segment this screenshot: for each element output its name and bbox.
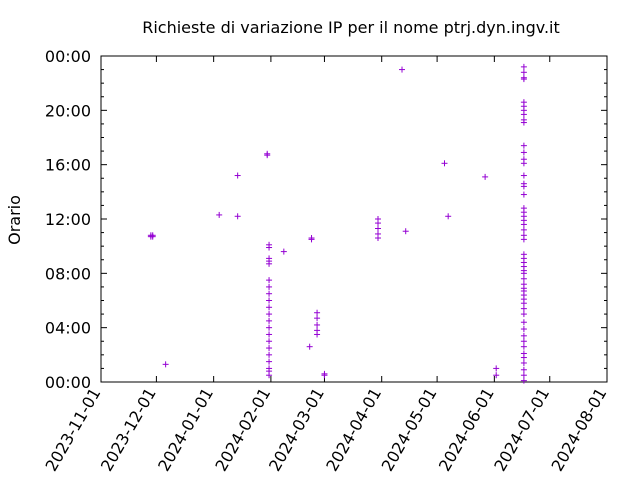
- x-tick-label: 2024-03-01: [265, 385, 328, 475]
- data-point: [520, 366, 527, 373]
- data-point: [520, 221, 527, 228]
- data-point: [520, 275, 527, 282]
- data-point: [399, 66, 406, 73]
- data-point: [402, 228, 409, 235]
- data-point: [266, 297, 273, 304]
- data-point: [266, 338, 273, 345]
- data-point: [520, 183, 527, 190]
- data-point: [520, 111, 527, 118]
- y-tick-label: 08:00: [45, 264, 91, 283]
- data-point: [520, 300, 527, 307]
- data-point: [266, 324, 273, 331]
- data-point: [266, 290, 273, 297]
- data-point: [266, 358, 273, 365]
- data-point: [493, 365, 500, 372]
- data-point: [520, 226, 527, 233]
- data-point: [266, 317, 273, 324]
- data-point: [520, 338, 527, 345]
- data-point: [314, 315, 321, 322]
- data-point: [266, 331, 273, 338]
- x-tick-labels: 2023-11-012023-12-012024-01-012024-02-01…: [42, 384, 611, 474]
- data-point: [314, 331, 321, 338]
- x-tick-label: 2024-01-01: [154, 385, 217, 475]
- data-point: [520, 377, 527, 384]
- x-tick-label: 2024-05-01: [378, 384, 441, 474]
- x-tick-label: 2024-02-01: [211, 385, 274, 475]
- data-point: [234, 172, 241, 179]
- data-point: [314, 309, 321, 316]
- data-point: [149, 232, 156, 239]
- data-point: [266, 283, 273, 290]
- y-tick-labels: 00:00 04:00 08:00 12:00 16:00 20:00 00:00: [45, 47, 91, 392]
- x-tick-label: 2024-06-01: [435, 384, 498, 474]
- data-point: [445, 213, 452, 220]
- data-point: [375, 225, 382, 232]
- data-point: [162, 361, 169, 368]
- data-point: [520, 332, 527, 339]
- x-tick-label: 2024-08-01: [548, 385, 611, 475]
- plot-frame: [100, 55, 608, 383]
- data-point: [266, 304, 273, 311]
- data-point: [520, 359, 527, 366]
- y-tick-label: 04:00: [45, 319, 91, 338]
- data-point: [520, 142, 527, 149]
- data-point: [520, 236, 527, 243]
- data-point: [520, 343, 527, 350]
- data-point: [266, 372, 273, 379]
- chart-title: Richieste di variazione IP per il nome p…: [142, 18, 560, 37]
- data-point: [266, 311, 273, 318]
- data-point: [482, 173, 489, 180]
- x-tick-label: 2024-07-01: [490, 385, 553, 475]
- data-point: [520, 63, 527, 70]
- data-point: [520, 149, 527, 156]
- data-point: [520, 326, 527, 333]
- data-point: [314, 321, 321, 328]
- x-tick-label: 2023-12-01: [97, 385, 160, 475]
- data-point: [520, 119, 527, 126]
- data-point: [520, 76, 527, 83]
- x-tick-label: 2023-11-01: [42, 385, 105, 475]
- data-point: [520, 319, 527, 326]
- x-tick-label: 2024-04-01: [322, 385, 385, 475]
- data-point: [441, 160, 448, 167]
- y-tick-label: 20:00: [45, 101, 91, 120]
- y-tick-label: 12:00: [45, 210, 91, 229]
- data-point: [321, 372, 328, 379]
- data-point: [520, 69, 527, 76]
- data-point: [216, 211, 223, 218]
- data-point: [520, 354, 527, 361]
- data-point: [520, 372, 527, 379]
- data-point: [266, 345, 273, 352]
- data-point: [234, 213, 241, 220]
- y-axis-label: Orario: [5, 195, 24, 245]
- data-point: [266, 351, 273, 358]
- data-points: [147, 63, 527, 384]
- data-point: [520, 311, 527, 318]
- data-point: [520, 191, 527, 198]
- y-tick-label: 00:00: [45, 373, 91, 392]
- data-point: [520, 172, 527, 179]
- y-tick-label: 00:00: [45, 47, 91, 66]
- y-tick-label: 16:00: [45, 156, 91, 175]
- data-point: [493, 372, 500, 379]
- data-point: [266, 244, 273, 251]
- data-point: [308, 236, 315, 243]
- axis-ticks: [100, 55, 608, 383]
- data-point: [266, 277, 273, 284]
- data-point: [266, 260, 273, 267]
- data-point: [520, 305, 527, 312]
- data-point: [306, 343, 313, 350]
- data-point: [520, 270, 527, 277]
- data-point: [280, 248, 287, 255]
- data-point: [375, 220, 382, 227]
- data-point: [375, 235, 382, 242]
- data-point: [264, 150, 271, 157]
- data-point: [520, 160, 527, 167]
